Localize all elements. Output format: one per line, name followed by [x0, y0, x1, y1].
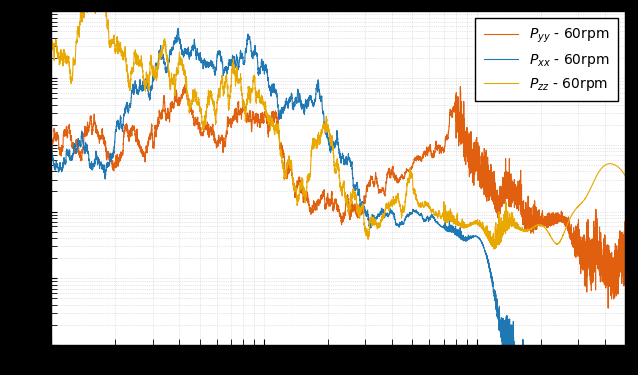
$P_{xx}$ - 60rpm — [387, 210, 395, 214]
$P_{xx}$ - 60rpm — [412, 210, 420, 214]
Line: $P_{yy}$ - 60rpm: $P_{yy}$ - 60rpm — [51, 84, 625, 308]
$P_{zz}$ - 60rpm — [76, 22, 84, 27]
Line: $P_{xx}$ - 60rpm: $P_{xx}$ - 60rpm — [51, 28, 625, 375]
$P_{zz}$ - 60rpm — [490, 247, 498, 251]
$P_{zz}$ - 60rpm — [412, 195, 420, 200]
$P_{yy}$ - 60rpm — [503, 180, 511, 184]
$P_{yy}$ - 60rpm — [473, 159, 480, 164]
$P_{zz}$ - 60rpm — [621, 174, 629, 178]
$P_{xx}$ - 60rpm — [174, 26, 182, 30]
$P_{zz}$ - 60rpm — [255, 87, 263, 92]
$P_{xx}$ - 60rpm — [47, 149, 55, 154]
$P_{xx}$ - 60rpm — [473, 234, 480, 238]
$P_{yy}$ - 60rpm — [76, 149, 84, 154]
$P_{yy}$ - 60rpm — [255, 119, 263, 123]
$P_{yy}$ - 60rpm — [604, 306, 612, 310]
$P_{yy}$ - 60rpm — [621, 236, 629, 240]
$P_{zz}$ - 60rpm — [387, 200, 395, 204]
$P_{xx}$ - 60rpm — [76, 141, 84, 146]
Legend: $P_{yy}$ - 60rpm, $P_{xx}$ - 60rpm, $P_{zz}$ - 60rpm: $P_{yy}$ - 60rpm, $P_{xx}$ - 60rpm, $P_{… — [475, 18, 618, 101]
$P_{zz}$ - 60rpm — [473, 220, 480, 225]
$P_{xx}$ - 60rpm — [255, 66, 263, 70]
$P_{yy}$ - 60rpm — [181, 82, 189, 87]
$P_{yy}$ - 60rpm — [47, 142, 55, 147]
$P_{zz}$ - 60rpm — [503, 219, 511, 224]
$P_{yy}$ - 60rpm — [412, 157, 420, 162]
$P_{yy}$ - 60rpm — [387, 170, 395, 174]
Line: $P_{zz}$ - 60rpm: $P_{zz}$ - 60rpm — [51, 0, 625, 249]
$P_{xx}$ - 60rpm — [503, 335, 511, 340]
$P_{zz}$ - 60rpm — [47, 38, 55, 43]
